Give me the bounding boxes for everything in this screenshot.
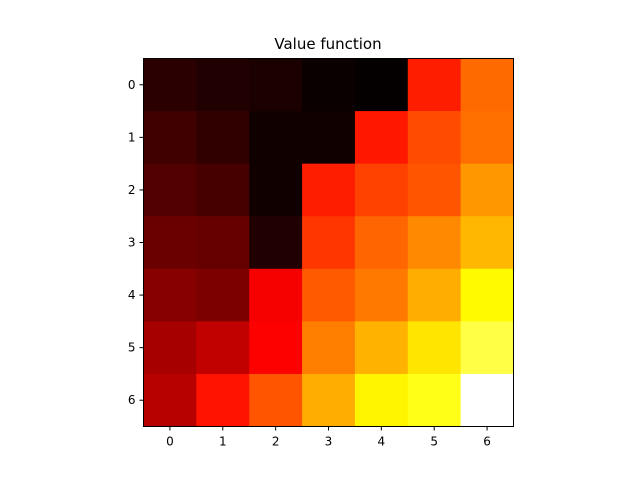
heatmap-cell-r1-c2 — [249, 111, 303, 165]
heatmap-cell-r2-c5 — [407, 163, 462, 217]
heatmap-cell-r5-c1 — [196, 321, 250, 375]
heatmap-cell-r0-c6 — [460, 58, 514, 112]
y-axis-ticks: 0 1 2 3 4 5 6 — [128, 78, 144, 407]
heatmap-cell-r5-c6 — [460, 321, 514, 375]
x-tick-label: 4 — [378, 435, 386, 449]
y-tick-label: 4 — [128, 288, 136, 302]
heatmap-cell-r2-c4 — [354, 163, 409, 217]
heatmap-cell-r3-c6 — [460, 216, 514, 270]
heatmap-cell-r0-c5 — [407, 58, 462, 112]
heatmap-cell-r5-c3 — [302, 321, 356, 375]
heatmap-cell-r1-c4 — [354, 111, 409, 165]
heatmap-cell-r5-c0 — [143, 321, 197, 375]
heatmap-cells — [143, 58, 514, 427]
heatmap-cell-r4-c0 — [143, 268, 197, 322]
heatmap-cell-r6-c3 — [302, 373, 356, 427]
heatmap-cell-r5-c2 — [249, 321, 303, 375]
heatmap-cell-r4-c6 — [460, 268, 514, 322]
heatmap-cell-r2-c2 — [249, 163, 303, 217]
heatmap-cell-r2-c3 — [302, 163, 356, 217]
heatmap-cell-r2-c6 — [460, 163, 514, 217]
heatmap-cell-r3-c2 — [249, 216, 303, 270]
heatmap-cell-r6-c6 — [460, 373, 514, 427]
heatmap-cell-r6-c0 — [143, 373, 197, 427]
heatmap-cell-r0-c2 — [249, 58, 303, 112]
heatmap-cell-r6-c1 — [196, 373, 250, 427]
heatmap-cell-r3-c1 — [196, 216, 250, 270]
heatmap-cell-r4-c1 — [196, 268, 250, 322]
y-tick-label: 6 — [128, 393, 136, 407]
heatmap-cell-r6-c4 — [354, 373, 409, 427]
x-tick-label: 1 — [219, 435, 227, 449]
heatmap-cell-r4-c5 — [407, 268, 462, 322]
chart-title: Value function — [274, 35, 381, 53]
heatmap-cell-r2-c1 — [196, 163, 250, 217]
y-tick-label: 0 — [128, 78, 136, 92]
y-tick-label: 2 — [128, 183, 136, 197]
heatmap-cell-r4-c4 — [354, 268, 409, 322]
heatmap-cell-r1-c6 — [460, 111, 514, 165]
x-tick-label: 0 — [166, 435, 174, 449]
heatmap-cell-r0-c0 — [143, 58, 197, 112]
heatmap-cell-r1-c5 — [407, 111, 462, 165]
heatmap-cell-r4-c3 — [302, 268, 356, 322]
heatmap-cell-r5-c5 — [407, 321, 462, 375]
x-tick-label: 3 — [325, 435, 333, 449]
heatmap-cell-r0-c4 — [354, 58, 409, 112]
heatmap-cell-r3-c3 — [302, 216, 356, 270]
heatmap-cell-r0-c1 — [196, 58, 250, 112]
heatmap-cell-r3-c5 — [407, 216, 462, 270]
heatmap-cell-r0-c3 — [302, 58, 356, 112]
heatmap-cell-r1-c0 — [143, 111, 197, 165]
heatmap-cell-r5-c4 — [354, 321, 409, 375]
y-tick-label: 1 — [128, 130, 136, 144]
x-tick-label: 5 — [430, 435, 438, 449]
heatmap-cell-r1-c1 — [196, 111, 250, 165]
heatmap-cell-r6-c2 — [249, 373, 303, 427]
x-tick-label: 6 — [483, 435, 491, 449]
heatmap-cell-r1-c3 — [302, 111, 356, 165]
heatmap-cell-r6-c5 — [407, 373, 462, 427]
y-tick-label: 5 — [128, 341, 136, 355]
x-tick-label: 2 — [272, 435, 280, 449]
heatmap-cell-r3-c4 — [354, 216, 409, 270]
x-axis-ticks: 0 1 2 3 4 5 6 — [166, 426, 491, 449]
y-tick-label: 3 — [128, 236, 136, 250]
heatmap-cell-r2-c0 — [143, 163, 197, 217]
heatmap-cell-r3-c0 — [143, 216, 197, 270]
heatmap-cell-r4-c2 — [249, 268, 303, 322]
